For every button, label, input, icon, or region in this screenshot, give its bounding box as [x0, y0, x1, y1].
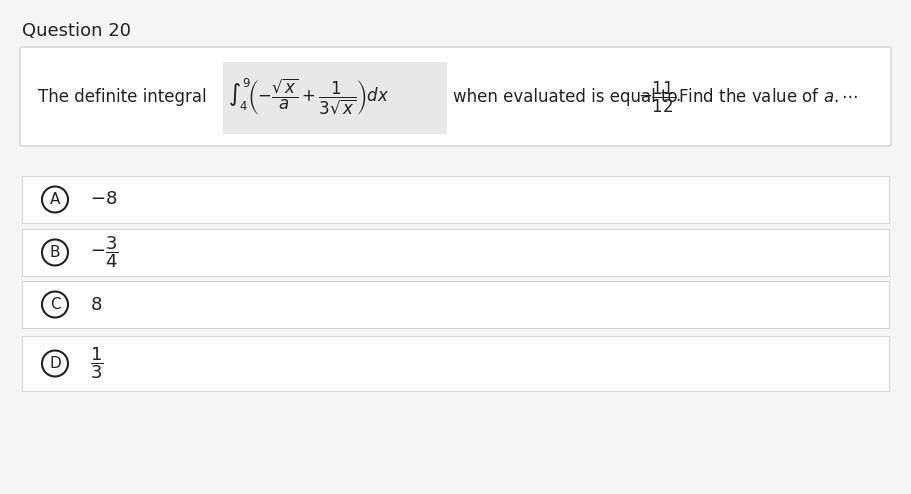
Text: $\dfrac{1}{3}$: $\dfrac{1}{3}$ — [90, 346, 104, 381]
Text: $-\dfrac{11}{12}.$: $-\dfrac{11}{12}.$ — [638, 80, 681, 115]
Text: $8$: $8$ — [90, 295, 102, 314]
Text: when evaluated is equal to: when evaluated is equal to — [453, 88, 678, 106]
Text: $\int_4^9\!\left(-\dfrac{\sqrt{x}}{a}+\dfrac{1}{3\sqrt{x}}\right)dx$: $\int_4^9\!\left(-\dfrac{\sqrt{x}}{a}+\d… — [228, 77, 390, 117]
FancyBboxPatch shape — [22, 336, 889, 391]
Text: A: A — [50, 192, 60, 207]
Text: C: C — [50, 297, 60, 312]
Text: Find the value of $a.$⋯: Find the value of $a.$⋯ — [678, 88, 858, 106]
FancyBboxPatch shape — [20, 47, 891, 146]
FancyBboxPatch shape — [22, 176, 889, 223]
Text: $-\dfrac{3}{4}$: $-\dfrac{3}{4}$ — [90, 235, 118, 270]
FancyBboxPatch shape — [22, 229, 889, 276]
FancyBboxPatch shape — [223, 62, 447, 134]
Text: Question 20: Question 20 — [22, 22, 131, 40]
Text: $-8$: $-8$ — [90, 191, 118, 208]
Text: B: B — [50, 245, 60, 260]
Text: The definite integral: The definite integral — [38, 88, 207, 106]
Text: D: D — [49, 356, 61, 371]
FancyBboxPatch shape — [22, 281, 889, 328]
